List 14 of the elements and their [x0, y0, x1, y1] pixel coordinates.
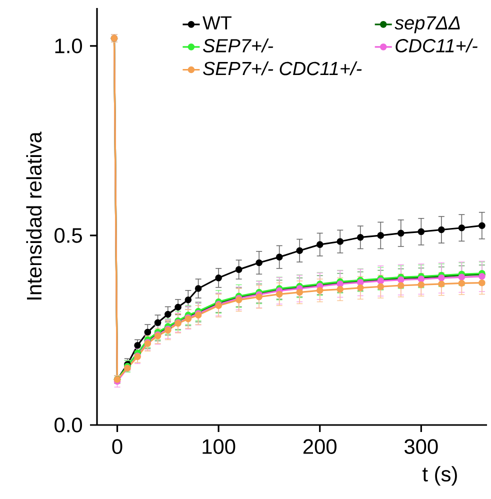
legend-label: sep7ΔΔ: [394, 16, 460, 34]
x-tick-label: 200: [303, 439, 336, 454]
x-tick-label: 300: [404, 439, 438, 454]
legend-label: CDC11+/-: [396, 38, 478, 52]
x-tick-label: 0: [112, 439, 122, 454]
legend-label: WT: [202, 16, 232, 30]
y-tick-label: 0.0: [54, 418, 82, 432]
y-axis-title: Intensidad relativa: [26, 132, 42, 300]
x-axis-title: t (s): [422, 466, 457, 486]
legend-label: SEP7+/-: [203, 38, 274, 52]
y-tick-label: 0.5: [54, 228, 82, 243]
legend-label: SEP7+/- CDC11+/-: [203, 61, 362, 76]
x-tick-label: 100: [202, 439, 236, 454]
y-tick-label: 1.0: [55, 38, 82, 54]
